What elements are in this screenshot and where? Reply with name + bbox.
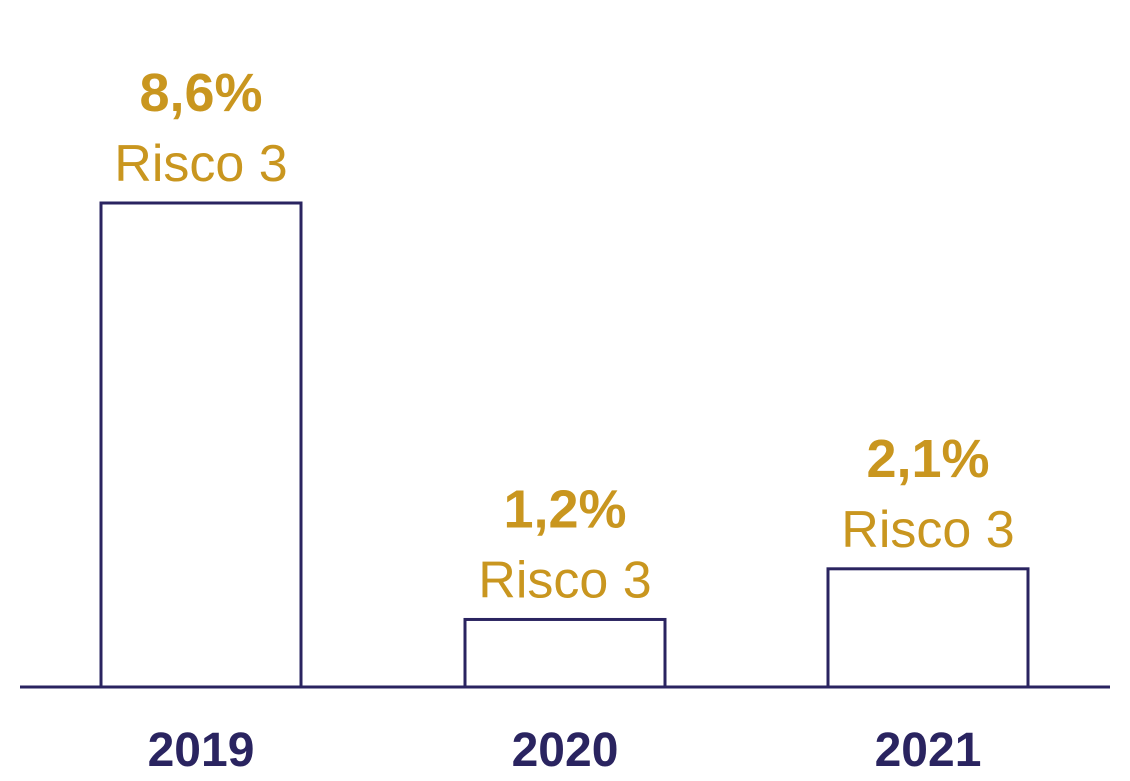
risk-label-2020: Risco 3 [478, 551, 651, 609]
bar-2020 [463, 617, 667, 689]
labels-group: 8,6% Risco 3 2019 1,2% Risco 3 2020 2,1% Risco … [114, 63, 1014, 777]
bars-group [99, 201, 1030, 689]
category-label-2019: 2019 [148, 724, 255, 777]
bar-2019 [99, 201, 303, 689]
value-label-2021: 2,1% [866, 429, 989, 489]
risk-label-2021: Risco 3 [841, 501, 1014, 559]
value-label-2020: 1,2% [503, 479, 626, 539]
value-label-2019: 8,6% [139, 63, 262, 123]
category-label-2021: 2021 [875, 724, 982, 777]
category-label-2020: 2020 [512, 724, 619, 777]
bar-2021 [826, 567, 1030, 689]
risk-label-2019: Risco 3 [114, 135, 287, 193]
